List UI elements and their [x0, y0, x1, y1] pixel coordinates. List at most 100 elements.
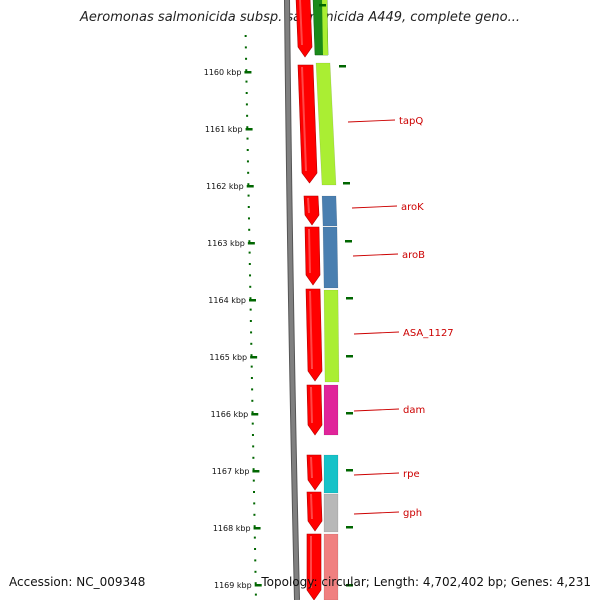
- minor-tick-dot: [251, 434, 254, 436]
- cds-arrow: [306, 454, 323, 491]
- minor-tick-dot: [251, 388, 254, 391]
- major-tick: [253, 527, 261, 530]
- major-tick: [247, 242, 255, 245]
- feature-block: [321, 195, 338, 227]
- minor-tick-dot: [249, 274, 252, 277]
- major-tick: [249, 299, 256, 302]
- gene-leader-line: [353, 511, 400, 515]
- minor-ticks: [244, 35, 257, 596]
- feature-tick: [345, 240, 352, 243]
- cds-highlight: [301, 66, 307, 172]
- cds-highlight: [310, 456, 313, 479]
- minor-tick-dot: [254, 570, 257, 573]
- feature-block: [315, 62, 337, 186]
- gene-label: ASA_1127: [403, 328, 454, 339]
- minor-tick-dot: [253, 525, 256, 528]
- major-tick: [251, 413, 259, 416]
- tick-label: 1167 kbp: [212, 467, 250, 476]
- cds-arrow: [304, 226, 321, 286]
- backbone-layer: [284, 0, 300, 600]
- feature-tick: [343, 182, 350, 185]
- minor-tick-dot: [251, 399, 254, 402]
- minor-tick-dot: [245, 69, 248, 72]
- tick-label: 1164 kbp: [208, 296, 246, 305]
- minor-tick-dot: [244, 35, 247, 37]
- gene-label: rpe: [403, 469, 420, 480]
- feature-tick: [346, 412, 353, 415]
- cds-arrow: [297, 64, 318, 184]
- minor-tick-dot: [250, 331, 253, 334]
- minor-tick-dot: [246, 114, 249, 117]
- tick-label: 1162 kbp: [206, 182, 244, 191]
- major-tick: [244, 71, 252, 74]
- major-tick: [252, 470, 260, 473]
- minor-tick-dot: [248, 228, 251, 231]
- cds-highlight: [309, 290, 313, 370]
- major-tick: [245, 128, 253, 131]
- cds-arrow: [306, 533, 322, 600]
- minor-tick-dot: [246, 137, 249, 140]
- minor-tick-dot: [252, 468, 255, 471]
- minor-tick-dot: [247, 183, 250, 186]
- cds-arrow: [295, 0, 313, 58]
- minor-tick-dot: [249, 320, 252, 322]
- cds-arrow: [303, 195, 320, 226]
- minor-tick-dot: [248, 240, 251, 243]
- minor-tick-dot: [245, 103, 248, 106]
- minor-tick-dot: [251, 411, 254, 414]
- feature-block: [323, 384, 339, 436]
- minor-tick-dot: [249, 308, 252, 311]
- feature-block: [323, 454, 339, 494]
- tick-label: 1169 kbp: [214, 581, 252, 590]
- minor-tick-dot: [248, 263, 251, 265]
- gene-leader-line: [351, 205, 398, 209]
- minor-tick-dot: [253, 513, 256, 516]
- minor-tick-dot: [252, 456, 255, 459]
- gene-label: gph: [403, 508, 422, 519]
- minor-tick-dot: [246, 160, 249, 163]
- feature-block: [323, 289, 340, 383]
- gene-leader-line: [353, 472, 400, 476]
- minor-tick-dot: [254, 593, 257, 596]
- summary-text: Topology: circular; Length: 4,702,402 bp…: [261, 575, 591, 589]
- minor-tick-dot: [251, 422, 254, 425]
- minor-tick-dot: [244, 46, 247, 49]
- cds-arrow: [305, 288, 323, 382]
- minor-tick-dot: [245, 80, 248, 83]
- major-tick: [250, 356, 258, 359]
- gene-label: dam: [403, 405, 425, 416]
- minor-tick-dot: [247, 217, 250, 220]
- minor-tick-dot: [254, 559, 257, 562]
- tick-label: 1165 kbp: [209, 353, 247, 362]
- minor-tick-dot: [245, 92, 248, 94]
- minor-tick-dot: [254, 548, 257, 550]
- cds-arrow: [306, 491, 323, 532]
- minor-tick-dot: [250, 365, 253, 368]
- minor-tick-dot: [252, 445, 255, 448]
- backbone-line: [285, 0, 299, 600]
- tick-label: 1168 kbp: [213, 524, 251, 533]
- cds-arrow: [306, 384, 323, 436]
- minor-tick-dot: [247, 206, 250, 208]
- minor-tick-dot: [253, 502, 256, 505]
- feature-tick: [319, 4, 326, 7]
- minor-tick-dot: [250, 354, 253, 357]
- gene-leader-line: [352, 253, 399, 257]
- feature-tick: [339, 65, 346, 68]
- minor-tick-dot: [245, 57, 248, 60]
- cds-highlight: [310, 386, 313, 424]
- minor-tick-dot: [254, 582, 257, 585]
- tick-label: 1161 kbp: [205, 125, 243, 134]
- major-tick: [246, 185, 254, 188]
- minor-tick-dot: [246, 149, 249, 151]
- feature-block: [322, 226, 339, 289]
- minor-tick-dot: [247, 194, 250, 197]
- gene-label: tapQ: [399, 116, 423, 127]
- tick-label: 1160 kbp: [204, 68, 242, 77]
- major-tick: [254, 584, 262, 587]
- feature-block: [323, 493, 339, 533]
- minor-tick-dot: [250, 342, 253, 345]
- cds-highlight: [308, 228, 311, 274]
